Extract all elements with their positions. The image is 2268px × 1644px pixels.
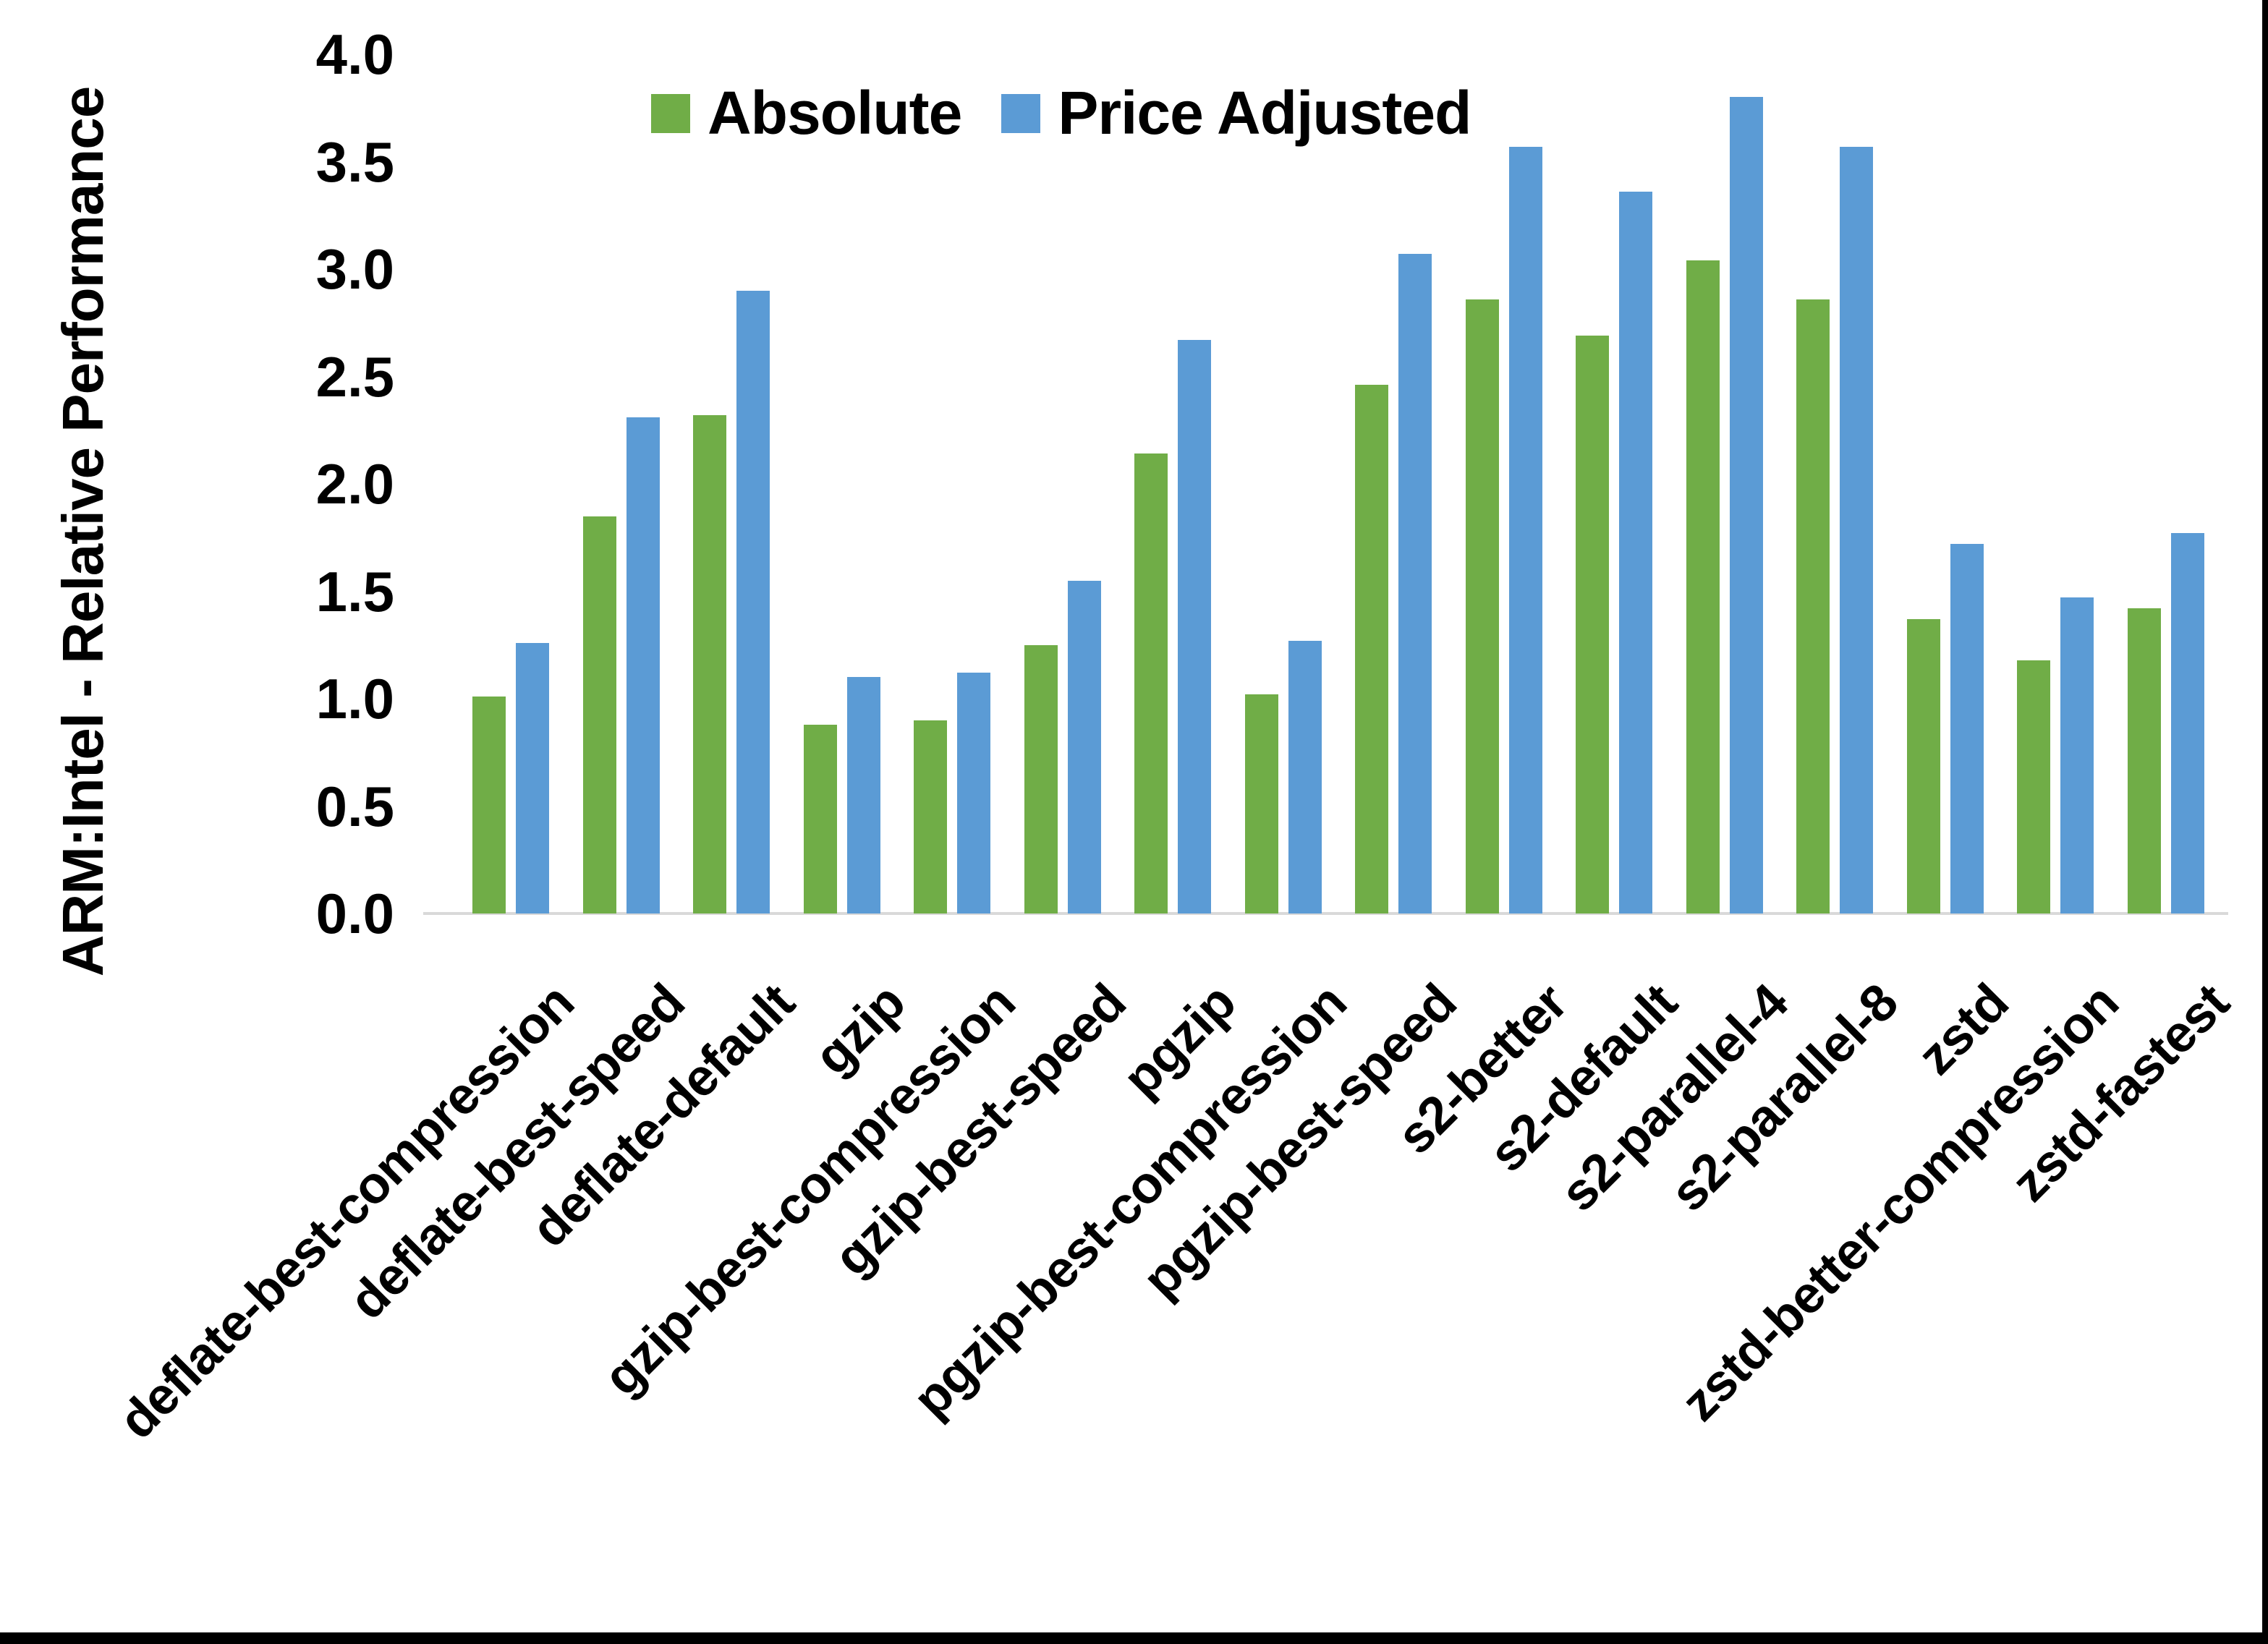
y-tick-label-3.0: 3.0: [315, 237, 394, 301]
x-tick-label-deflate-best-compression: deflate-best-compression: [108, 973, 585, 1450]
y-tick-label-3.5: 3.5: [315, 129, 394, 194]
bar-price-adjusted-pgzip-best-speed: [1398, 254, 1432, 913]
legend-item-price-adjusted: Price Adjusted: [1001, 78, 1471, 148]
bar-price-adjusted-pgzip: [1178, 340, 1212, 913]
x-axis-baseline: [423, 912, 2228, 915]
bar-absolute-pgzip: [1134, 453, 1168, 913]
bar-price-adjusted-s2-parallel-8: [1840, 146, 1874, 913]
bar-price-adjusted-zstd-fastest: [2170, 533, 2204, 913]
y-tick-label-0.0: 0.0: [315, 882, 394, 945]
bar-price-adjusted-pgzip-best-compression: [1288, 640, 1322, 913]
bar-price-adjusted-zstd: [1950, 544, 1984, 913]
y-axis-title: ARM:Intel - Relative Performance: [51, 86, 115, 977]
bar-absolute-s2-parallel-8: [1796, 299, 1830, 913]
bar-price-adjusted-deflate-best-compression: [516, 642, 550, 913]
frame-right-border: [2262, 0, 2268, 1644]
bar-absolute-deflate-best-compression: [472, 697, 506, 913]
bar-absolute-s2-parallel-4: [1686, 260, 1720, 913]
bar-price-adjusted-deflate-best-speed: [626, 417, 660, 913]
y-tick-label-2.0: 2.0: [315, 452, 394, 516]
bar-price-adjusted-zstd-better-compression: [2060, 597, 2094, 913]
y-tick-label-0.5: 0.5: [315, 774, 394, 838]
legend-item-absolute: Absolute: [651, 78, 962, 148]
bar-absolute-gzip-best-speed: [1024, 644, 1058, 913]
bar-absolute-zstd-fastest: [2127, 608, 2161, 913]
bar-price-adjusted-gzip-best-compression: [957, 673, 991, 913]
bar-absolute-zstd-better-compression: [2017, 660, 2051, 913]
legend-swatch-price-adjusted: [1001, 93, 1041, 133]
y-tick-label-4.0: 4.0: [315, 22, 394, 86]
bar-price-adjusted-s2-parallel-4: [1729, 97, 1763, 913]
legend-label-absolute: Absolute: [708, 79, 962, 147]
y-tick-label-1.5: 1.5: [315, 559, 394, 623]
bar-price-adjusted-gzip-best-speed: [1067, 580, 1101, 913]
bar-absolute-deflate-best-speed: [582, 516, 616, 913]
bar-absolute-deflate-default: [693, 414, 727, 913]
bar-absolute-pgzip-best-compression: [1244, 694, 1278, 913]
bar-absolute-zstd: [1906, 619, 1940, 913]
bar-price-adjusted-gzip: [846, 677, 880, 913]
bar-price-adjusted-s2-default: [1619, 192, 1653, 913]
bar-absolute-s2-better: [1465, 299, 1499, 913]
legend-swatch-absolute: [651, 93, 690, 133]
legend-label-price-adjusted: Price Adjusted: [1058, 79, 1471, 147]
y-tick-label-1.0: 1.0: [315, 667, 394, 731]
bar-price-adjusted-deflate-default: [736, 290, 770, 913]
bar-absolute-s2-default: [1576, 336, 1610, 913]
bar-absolute-gzip-best-compression: [914, 720, 948, 913]
y-tick-label-2.5: 2.5: [315, 344, 394, 409]
bar-price-adjusted-s2-better: [1508, 146, 1542, 913]
frame-bottom-border: [0, 1632, 2268, 1644]
bar-absolute-gzip: [803, 724, 837, 913]
legend: Absolute Price Adjusted: [651, 78, 1471, 148]
bar-absolute-pgzip-best-speed: [1355, 385, 1389, 913]
